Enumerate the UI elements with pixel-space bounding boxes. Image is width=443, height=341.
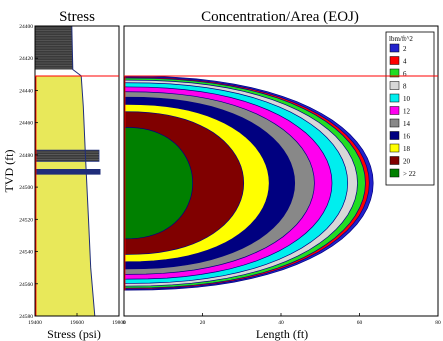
legend-swatch xyxy=(389,156,400,165)
tvd-ylabel: TVD (ft) xyxy=(2,150,16,193)
legend-swatch xyxy=(389,143,400,153)
stress-tick-label: 19400 xyxy=(28,320,42,326)
contour-22 xyxy=(123,126,194,240)
stress-tick-label: 19800 xyxy=(112,320,126,326)
stress-layer-3 xyxy=(34,168,101,175)
length-tick-label: 20 xyxy=(200,320,206,326)
stress-tick-label: 19600 xyxy=(70,320,84,326)
tvd-tick-label: 24420 xyxy=(19,56,33,62)
legend-swatch xyxy=(389,131,400,140)
concentration-title: Concentration/Area (EOJ) xyxy=(201,9,359,25)
tvd-tick-label: 24520 xyxy=(19,217,33,223)
legend-swatch xyxy=(389,118,400,128)
legend-label: 18 xyxy=(403,145,411,153)
length-tick-label: 80 xyxy=(435,320,441,326)
legend-label: 8 xyxy=(403,83,407,91)
legend-label: 4 xyxy=(403,58,407,66)
stress-xlabel: Stress (psi) xyxy=(47,327,101,341)
legend-label: 16 xyxy=(403,133,411,141)
tvd-tick-label: 24400 xyxy=(19,24,33,30)
legend-label: 14 xyxy=(403,120,411,128)
tvd-tick-label: 24440 xyxy=(19,88,33,94)
legend-label: > 22 xyxy=(403,170,416,178)
concentration-legend: lbm/ft^2 2 4 6 8 10 12 14 16 18 20 > 22 xyxy=(385,31,435,186)
tvd-tick-label: 24540 xyxy=(19,250,33,256)
tvd-tick-label: 24560 xyxy=(19,282,33,288)
stress-title: Stress xyxy=(59,9,95,25)
legend-label: 10 xyxy=(403,95,411,103)
stress-layer-1 xyxy=(35,75,95,317)
legend-swatch xyxy=(389,81,400,90)
legend-title: lbm/ft^2 xyxy=(389,35,413,43)
legend-label: 2 xyxy=(403,45,407,53)
legend-swatch xyxy=(389,43,400,53)
legend-swatch xyxy=(389,168,400,178)
length-xlabel: Length (ft) xyxy=(256,327,308,341)
legend-label: 12 xyxy=(403,108,411,116)
stress-profile-line xyxy=(71,25,96,317)
tvd-tick-label: 24500 xyxy=(19,185,33,191)
tvd-tick-label: 24460 xyxy=(19,121,33,127)
stress-panel: 24400 24420 24440 24460 24480 24500 24520 24540… xyxy=(2,9,126,341)
stress-plot-frame xyxy=(34,25,120,317)
concentration-plot-frame xyxy=(123,25,439,317)
tvd-tick-label: 24580 xyxy=(19,314,33,320)
legend-swatch xyxy=(389,93,400,103)
legend-swatch xyxy=(389,106,400,115)
legend-label: 20 xyxy=(403,158,411,166)
legend-swatch xyxy=(389,68,400,78)
legend-swatch xyxy=(389,56,400,65)
length-tick-label: 40 xyxy=(278,320,284,326)
legend-label: 6 xyxy=(403,70,407,78)
tvd-tick-label: 24480 xyxy=(19,153,33,159)
length-tick-label: 0 xyxy=(123,320,126,326)
length-tick-label: 60 xyxy=(357,320,363,326)
